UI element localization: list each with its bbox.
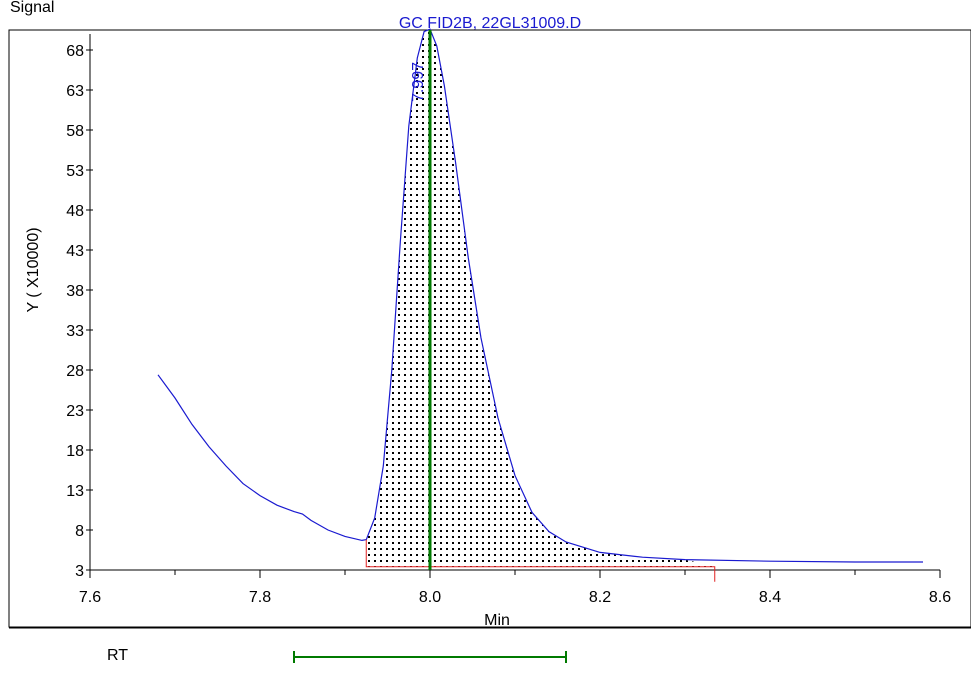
y-tick-label: 38 [66,283,84,300]
y-tick-label: 28 [66,363,84,380]
y-tick-label: 68 [66,43,84,60]
y-tick-label: 18 [66,443,84,460]
signal-label: Signal [10,0,54,16]
y-tick-label: 3 [75,563,84,580]
x-axis-ticks: 7.6 7.8 8.0 8.2 8.4 8.6 [79,570,951,606]
peak-area-fill [366,29,715,567]
rt-panel-label: RT [107,647,128,664]
x-tick-label: 7.8 [249,589,271,606]
y-tick-label: 58 [66,123,84,140]
x-tick-label: 8.4 [759,589,781,606]
signal-trace-line [157,28,923,563]
y-tick-label: 8 [75,523,84,540]
y-tick-label: 53 [66,163,84,180]
y-tick-label: 33 [66,323,84,340]
x-tick-label: 8.6 [929,589,951,606]
peak-rt-label: 7.997 [410,62,427,102]
x-tick-label: 8.2 [589,589,611,606]
y-tick-label: 13 [66,483,84,500]
y-tick-label: 43 [66,243,84,260]
plot-frame [8,29,971,628]
peak-baseline-marker [365,539,716,582]
y-tick-label: 23 [66,403,84,420]
rt-range-bar [293,651,567,663]
y-tick-label: 48 [66,203,84,220]
y-tick-label: 63 [66,83,84,100]
x-axis-label: Min [484,612,510,629]
x-tick-label: 7.6 [79,589,101,606]
chart-title: GC FID2B, 22GL31009.D [399,15,581,32]
x-tick-label: 8.0 [419,589,441,606]
y-axis-label: Y ( X10000) [25,227,42,312]
